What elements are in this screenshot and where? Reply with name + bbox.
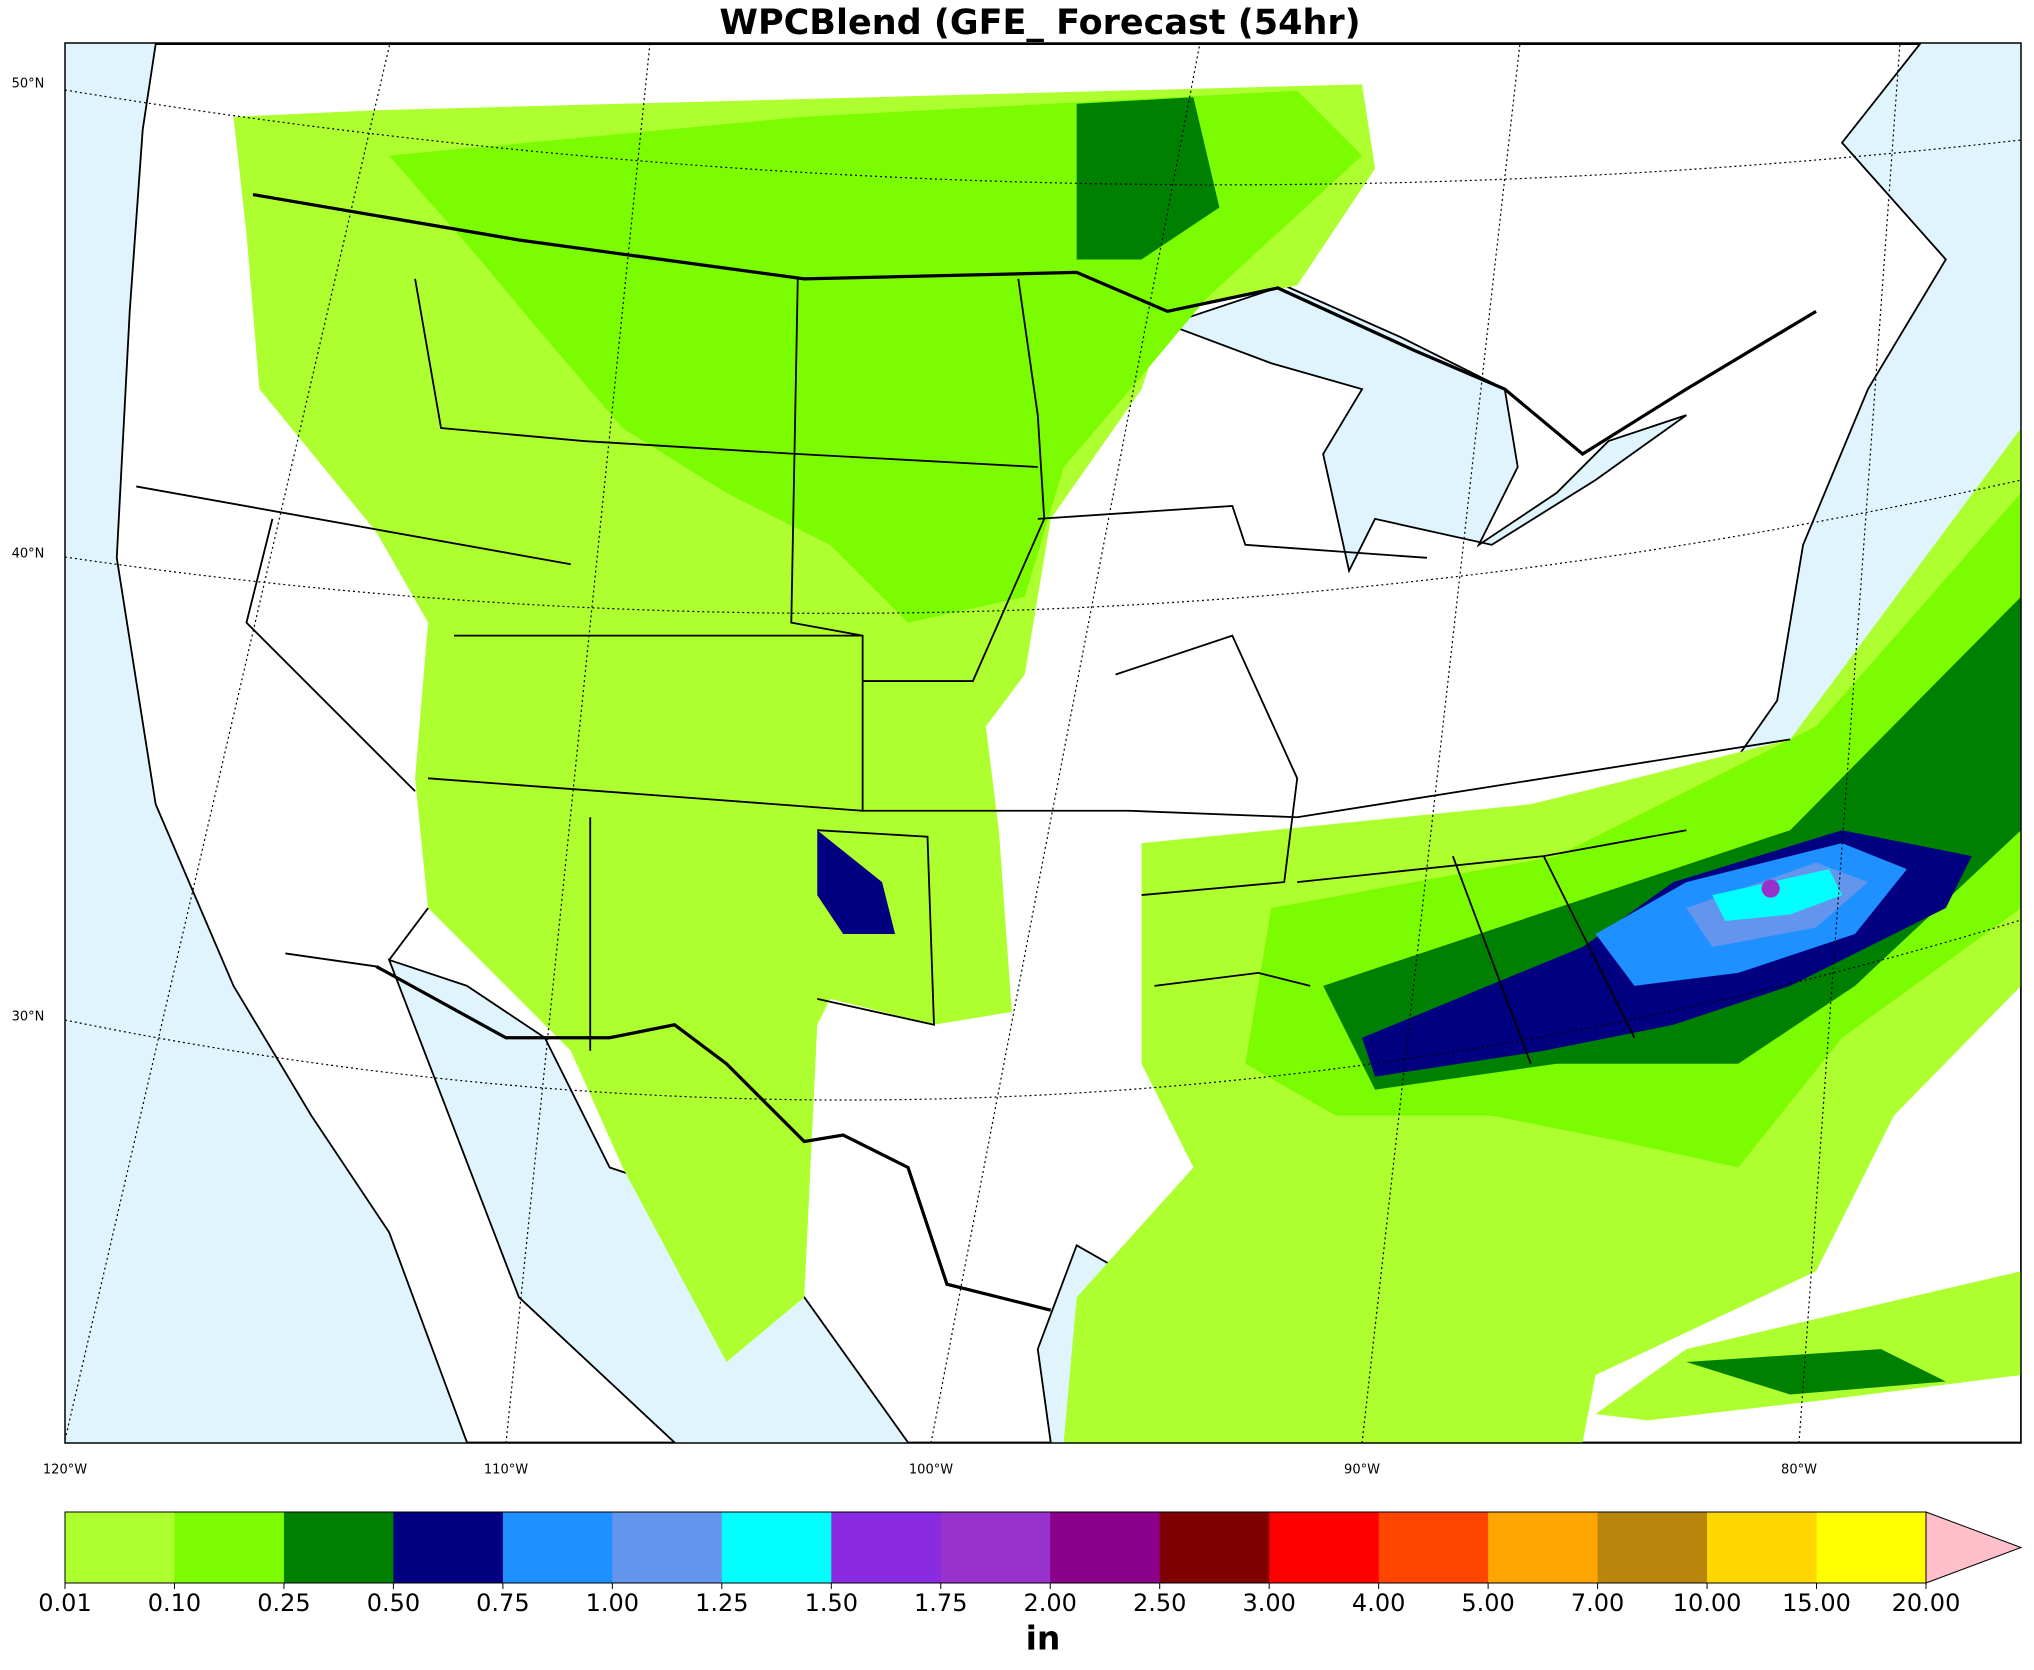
graticule [65, 43, 2021, 1443]
map-frame [64, 42, 2022, 1444]
lon-label: 110°W [484, 1463, 528, 1478]
colorbar-tick-label: 0.01 [38, 1589, 91, 1617]
colorbar-bin [1816, 1512, 1927, 1583]
colorbar-tick-label: 1.75 [914, 1589, 967, 1617]
lon-labels: 120°W 110°W 100°W 90°W 80°W [43, 1463, 1817, 1478]
precip-very-heavy [817, 830, 896, 934]
precip-heavy [1323, 596, 2021, 1090]
colorbar-bin [831, 1512, 942, 1583]
lat-label: 40°N [12, 547, 45, 562]
land-and-precip [115, 43, 2021, 1443]
colorbar: 0.01 0.10 0.25 0.50 0.75 1.00 1.25 1.50 1.75 2.00… [38, 1511, 2023, 1617]
colorbar-tick-label: 2.00 [1024, 1589, 1077, 1617]
precip-max [1761, 879, 1780, 898]
colorbar-bin [1269, 1512, 1380, 1583]
map [65, 43, 2021, 1443]
colorbar-bin [1159, 1512, 1270, 1583]
colorbar-tick-label: 3.00 [1242, 1589, 1295, 1617]
colorbar-bin [1488, 1512, 1599, 1583]
lon-label: 80°W [1781, 1463, 1817, 1478]
lat-label: 50°N [12, 77, 45, 92]
lat-labels: 50°N 40°N 30°N [12, 77, 45, 1025]
colorbar-bin [721, 1512, 832, 1583]
precip-heavy [1686, 1349, 1946, 1395]
map-title: WPCBlend (GFE_ Forecast (54hr) [719, 3, 1360, 43]
lat-label: 30°N [12, 1010, 45, 1025]
colorbar-tick-label: 1.50 [805, 1589, 858, 1617]
lon-label: 120°W [43, 1463, 87, 1478]
colorbar-bin [393, 1512, 504, 1583]
colorbar-outline [64, 1511, 1927, 1584]
lon-label: 90°W [1344, 1463, 1380, 1478]
colorbar-bin [1378, 1512, 1489, 1583]
colorbar-bin [612, 1512, 723, 1583]
colorbar-tick-label: 5.00 [1461, 1589, 1514, 1617]
colorbar-bin [502, 1512, 613, 1583]
colorbar-bin [1050, 1512, 1161, 1583]
colorbar-bin [940, 1512, 1051, 1583]
colorbar-tick-label: 2.50 [1133, 1589, 1186, 1617]
colorbar-bin [283, 1512, 394, 1583]
colorbar-tick-label: 1.25 [695, 1589, 748, 1617]
lon-label: 100°W [909, 1463, 953, 1478]
colorbar-tick-label: 0.10 [148, 1589, 201, 1617]
colorbar-bin [1707, 1512, 1818, 1583]
border [375, 964, 1052, 1312]
great-lakes [1164, 284, 1687, 574]
colorbar-tick-label: 7.00 [1571, 1589, 1624, 1617]
precip-heavy [1076, 97, 1220, 260]
colorbar-bin [174, 1512, 285, 1583]
border [252, 192, 1817, 457]
colorbar-tick-label: 0.50 [367, 1589, 420, 1617]
colorbar-tick-label: 0.25 [257, 1589, 310, 1617]
colorbar-tick-label: 4.00 [1352, 1589, 1405, 1617]
colorbar-bin [65, 1512, 175, 1583]
colorbar-tick-label: 0.75 [476, 1589, 529, 1617]
colorbar-bin [1597, 1512, 1708, 1583]
colorbar-tick-label: 10.00 [1673, 1589, 1742, 1617]
colorbar-tick-label: 1.00 [586, 1589, 639, 1617]
colorbar-tick-label: 15.00 [1782, 1589, 1851, 1617]
colorbar-extend [1925, 1511, 2023, 1584]
colorbar-label: in [1026, 1619, 1061, 1658]
state-lines [136, 278, 1791, 1065]
colorbar-tick-label: 20.00 [1892, 1589, 1961, 1617]
precip-peak [1712, 869, 1843, 922]
